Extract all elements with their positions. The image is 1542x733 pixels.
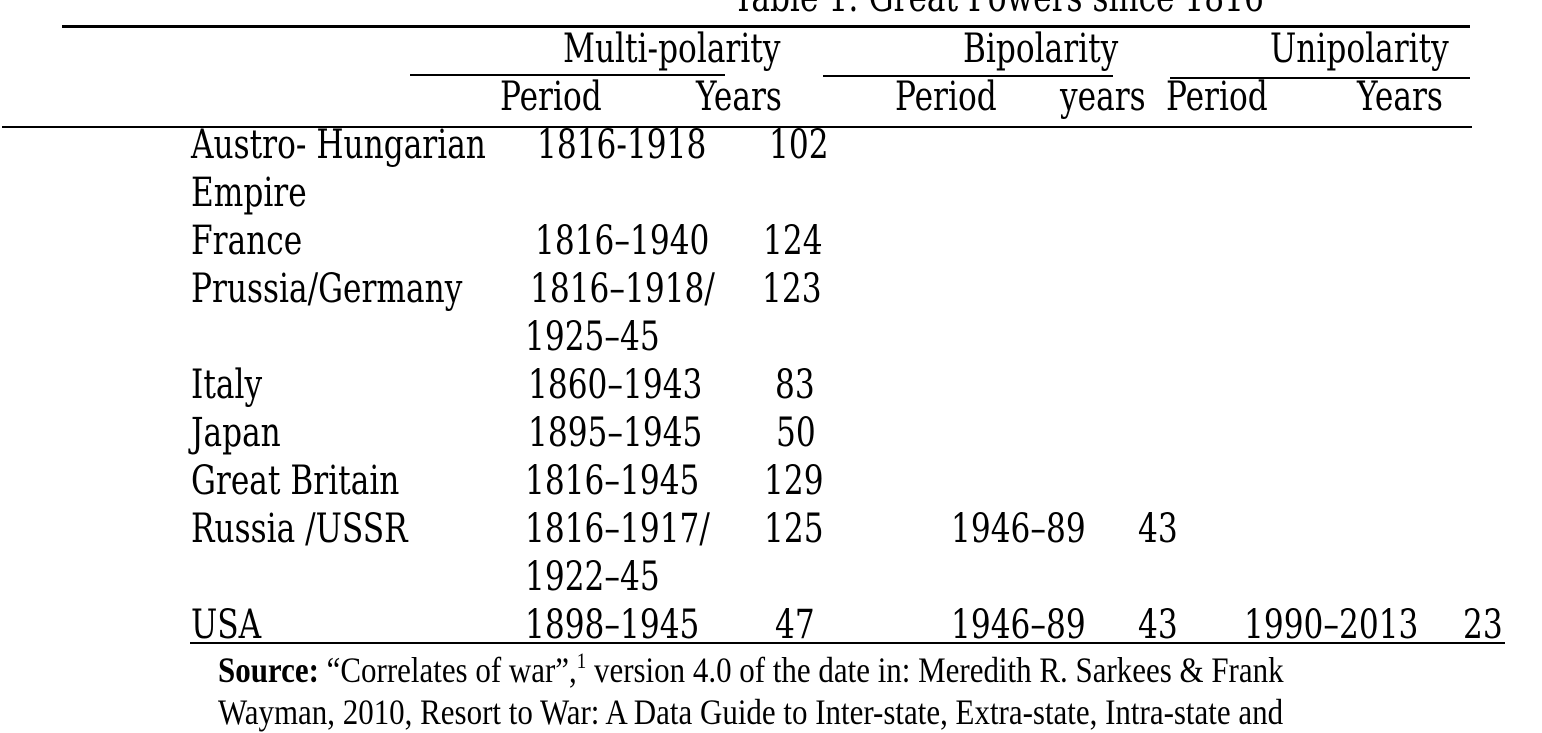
uni-years-cell: 23 bbox=[1463, 602, 1503, 648]
multi-years-cell: 129 bbox=[764, 458, 824, 504]
group-header-multi-polarity: Multi-polarity bbox=[563, 26, 781, 72]
multi-period-cell: 1898–1945 bbox=[525, 602, 700, 648]
subheader-bi-years: years bbox=[1060, 74, 1146, 120]
table-title: Table 1: Great Powers since 1816 bbox=[733, 0, 1264, 22]
multi-period-cell: 1816–1945 bbox=[525, 458, 700, 504]
bipolarity-underline bbox=[823, 75, 1113, 77]
multi-years-cell: 47 bbox=[775, 602, 815, 648]
source-label: Source: bbox=[218, 650, 319, 690]
country-cell: Great Britain bbox=[191, 458, 400, 504]
country-cell: France bbox=[191, 218, 303, 264]
multi-period-cell-line2: 1922–45 bbox=[525, 554, 660, 600]
top-rule bbox=[62, 25, 1470, 28]
multi-period-cell: 1895–1945 bbox=[528, 410, 703, 456]
country-cell-line2: Empire bbox=[191, 170, 307, 216]
bi-period-cell: 1946–89 bbox=[951, 602, 1086, 648]
source-note-line2: Wayman, 2010, Resort to War: A Data Guid… bbox=[218, 692, 1284, 732]
bi-years-cell: 43 bbox=[1138, 506, 1178, 552]
multi-years-cell: 123 bbox=[762, 266, 822, 312]
multi-polarity-underline bbox=[410, 74, 725, 76]
group-header-unipolarity: Unipolarity bbox=[1270, 26, 1449, 72]
multi-period-cell: 1816–1917/ bbox=[525, 506, 710, 552]
country-cell: Japan bbox=[191, 410, 281, 456]
multi-years-cell: 125 bbox=[764, 506, 824, 552]
multi-period-cell: 1816–1918/ bbox=[530, 266, 715, 312]
country-cell: Austro- Hungarian bbox=[191, 122, 486, 168]
multi-period-cell: 1816-1918 bbox=[537, 122, 707, 168]
uni-period-cell: 1990–2013 bbox=[1244, 602, 1419, 648]
multi-years-cell: 102 bbox=[769, 122, 829, 168]
country-cell: Prussia/Germany bbox=[191, 266, 463, 312]
multi-period-cell: 1816–1940 bbox=[535, 218, 710, 264]
multi-years-cell: 50 bbox=[776, 410, 816, 456]
country-cell: Italy bbox=[191, 362, 263, 408]
footnote-ref[interactable]: 1 bbox=[576, 648, 587, 673]
header-rule bbox=[2, 126, 1472, 128]
unipolarity-underline bbox=[1170, 77, 1470, 79]
source-text: “Correlates of war”, bbox=[318, 650, 577, 690]
subheader-uni-period: Period bbox=[1166, 74, 1268, 120]
country-cell: USA bbox=[191, 602, 262, 648]
subheader-multi-period: Period bbox=[500, 74, 602, 120]
multi-years-cell: 124 bbox=[763, 218, 823, 264]
multi-period-cell-line2: 1925–45 bbox=[525, 314, 660, 360]
bi-years-cell: 43 bbox=[1138, 602, 1178, 648]
country-cell: Russia /USSR bbox=[191, 506, 408, 552]
subheader-bi-period: Period bbox=[895, 74, 997, 120]
subheader-multi-years: Years bbox=[696, 74, 782, 120]
multi-period-cell: 1860–1943 bbox=[528, 362, 703, 408]
source-note: Source: “Correlates of war”,1 version 4.… bbox=[218, 649, 1284, 691]
source-text-cont: version 4.0 of the date in: Meredith R. … bbox=[586, 650, 1284, 690]
subheader-uni-years: Years bbox=[1357, 74, 1443, 120]
multi-years-cell: 83 bbox=[775, 362, 815, 408]
bottom-rule bbox=[190, 642, 1505, 644]
bi-period-cell: 1946–89 bbox=[951, 506, 1086, 552]
group-header-bipolarity: Bipolarity bbox=[963, 26, 1119, 72]
